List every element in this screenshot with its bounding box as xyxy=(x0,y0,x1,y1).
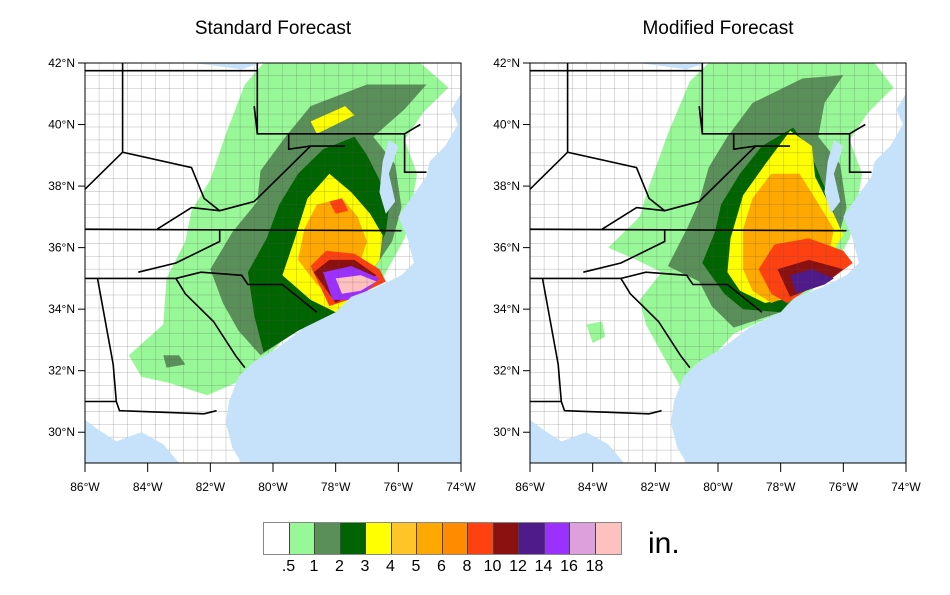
state-border xyxy=(601,206,665,230)
state-border xyxy=(287,133,311,151)
legend-swatch xyxy=(366,523,392,554)
legend-threshold-label: 3 xyxy=(360,558,370,575)
legend-threshold-label: 5 xyxy=(411,558,421,575)
state-border xyxy=(620,277,691,369)
state-border xyxy=(530,278,563,403)
lat-tick-label: 40°N xyxy=(493,118,520,132)
legend-swatch xyxy=(468,523,494,554)
state-borders xyxy=(530,63,872,415)
lat-tick-label: 42°N xyxy=(48,56,75,70)
lon-tick-label: 84°W xyxy=(133,480,163,494)
lat-tick-label: 34°N xyxy=(48,302,75,316)
state-border xyxy=(253,106,259,134)
legend-swatch xyxy=(570,523,596,554)
chesapeake-bay xyxy=(379,139,399,214)
state-border xyxy=(115,401,217,415)
legend-swatch xyxy=(493,523,519,554)
lat-tick-label: 34°N xyxy=(493,302,520,316)
legend-threshold-label: 1 xyxy=(309,558,319,575)
precip-contour-2in xyxy=(163,355,186,368)
state-border xyxy=(138,229,221,273)
legend-swatch xyxy=(289,523,315,554)
map-panel-modified: 42°N 40°N 38°N 36°N 34°N 32°N 30°N 86°W 84°W 82°W… xyxy=(493,56,921,494)
legend-threshold-label: 4 xyxy=(386,558,395,575)
lat-tick-label: 42°N xyxy=(493,56,520,70)
state-border xyxy=(256,63,421,135)
modified-forecast-title: Modified Forecast xyxy=(642,18,794,39)
legend-threshold-label: 12 xyxy=(509,558,527,575)
lon-tick-label: 74°W xyxy=(446,480,476,494)
state-border xyxy=(732,133,756,151)
lon-tick-label: 76°W xyxy=(829,480,859,494)
legend-threshold-label: 18 xyxy=(585,558,604,575)
lon-tick-label: 80°W xyxy=(703,480,733,494)
lat-tick-label: 38°N xyxy=(48,179,75,193)
state-border xyxy=(85,228,402,232)
map-panel-standard: 42°N 40°N 38°N 36°N 34°N 32°N 30°N 86°W 84°W 82°W… xyxy=(48,56,476,494)
lon-tick-label: 86°W xyxy=(70,480,100,494)
lat-tick-label: 36°N xyxy=(48,241,75,255)
legend-swatch xyxy=(391,523,417,554)
lon-tick-label: 84°W xyxy=(578,480,608,494)
standard-forecast-title: Standard Forecast xyxy=(194,18,352,39)
state-border xyxy=(560,401,662,415)
lon-tick-label: 74°W xyxy=(891,480,921,494)
state-border xyxy=(701,63,866,135)
legend-swatch xyxy=(340,523,366,554)
lat-tick-label: 40°N xyxy=(48,118,75,132)
chesapeake-bay xyxy=(824,139,844,214)
legend-swatch xyxy=(417,523,443,554)
lake-erie xyxy=(530,63,706,70)
state-border xyxy=(848,133,872,173)
maps-svg: 42°N 40°N 38°N 36°N 34°N 32°N 30°N 86°W 84°W 82°W… xyxy=(48,56,921,494)
ocean-mask xyxy=(85,63,461,463)
legend-swatch xyxy=(595,523,621,554)
legend-threshold-label: 10 xyxy=(483,558,502,575)
legend-threshold-label: 6 xyxy=(437,558,446,575)
state-border xyxy=(530,228,847,232)
state-border xyxy=(403,133,427,173)
legend-threshold-label: 14 xyxy=(534,558,553,575)
color-legend xyxy=(263,522,622,555)
lat-tick-label: 36°N xyxy=(493,241,520,255)
ocean-mask xyxy=(530,63,906,463)
lon-tick-label: 78°W xyxy=(321,480,351,494)
lon-tick-label: 76°W xyxy=(384,480,414,494)
legend-swatch xyxy=(442,523,468,554)
state-border xyxy=(583,229,666,273)
state-border xyxy=(175,277,246,369)
legend-swatch xyxy=(264,523,290,554)
state-border xyxy=(85,278,118,403)
lon-tick-label: 80°W xyxy=(258,480,288,494)
legend-threshold-label: 16 xyxy=(560,558,578,575)
units-label: in. xyxy=(648,527,680,560)
lat-tick-label: 32°N xyxy=(48,364,75,378)
state-border xyxy=(698,106,704,134)
legend-threshold-label: .5 xyxy=(281,558,296,575)
legend-swatch xyxy=(315,523,341,554)
lon-tick-label: 78°W xyxy=(766,480,796,494)
lat-tick-label: 30°N xyxy=(493,425,520,439)
lat-tick-label: 30°N xyxy=(48,425,75,439)
state-border xyxy=(156,206,220,230)
lon-tick-label: 82°W xyxy=(641,480,671,494)
precip-contour-18in xyxy=(335,275,377,294)
legend-threshold-label: 8 xyxy=(462,558,472,575)
legend-swatch xyxy=(519,523,545,554)
lake-erie xyxy=(85,63,261,70)
lon-tick-label: 82°W xyxy=(196,480,226,494)
state-borders xyxy=(85,63,427,415)
lon-tick-label: 86°W xyxy=(515,480,545,494)
legend-swatch xyxy=(544,523,570,554)
lat-tick-label: 38°N xyxy=(493,179,520,193)
legend-threshold-label: 2 xyxy=(335,558,344,575)
lat-tick-label: 32°N xyxy=(493,364,520,378)
